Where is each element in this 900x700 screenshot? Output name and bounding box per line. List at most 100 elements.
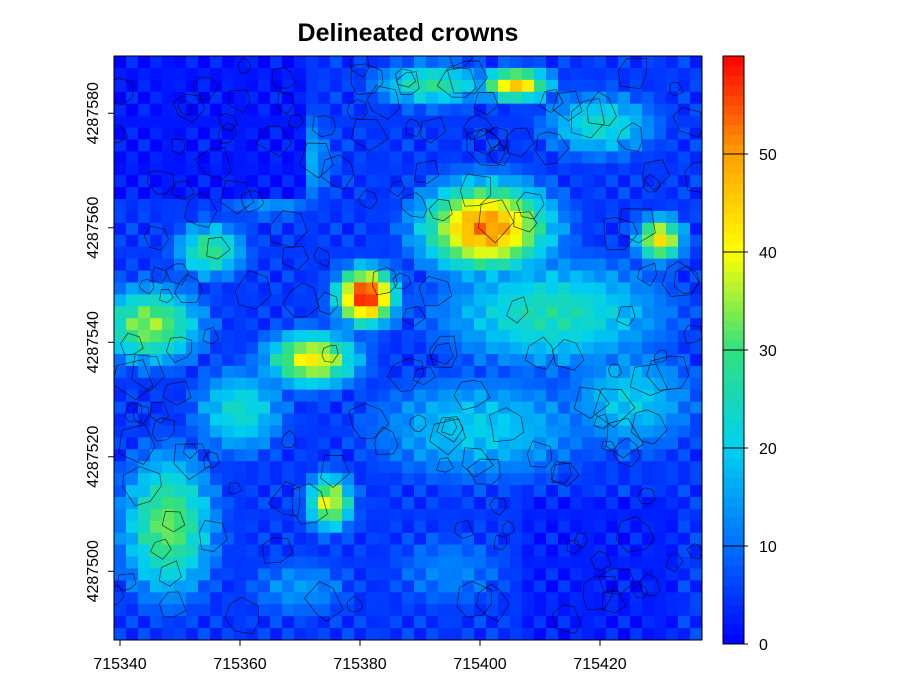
raster-cell: [642, 449, 655, 462]
raster-cell: [450, 437, 463, 450]
raster-cell: [270, 294, 283, 307]
raster-cell: [582, 270, 595, 284]
raster-cell: [330, 127, 343, 141]
raster-cell: [222, 282, 235, 295]
raster-cell: [282, 294, 295, 307]
colorbar-segment: [723, 114, 744, 126]
raster-cell: [438, 342, 451, 355]
raster-cell: [294, 342, 307, 355]
raster-cell: [282, 67, 295, 81]
raster-cell: [354, 139, 367, 152]
raster-cell: [186, 568, 199, 582]
raster-cell: [366, 437, 379, 450]
raster-cell: [642, 389, 655, 403]
raster-cell: [486, 282, 499, 295]
raster-cell: [234, 163, 247, 176]
raster-cell: [666, 306, 679, 319]
x-tick-label: 715340: [93, 656, 146, 673]
raster-cell: [522, 496, 535, 510]
raster-cell: [642, 175, 655, 188]
raster-cell: [186, 234, 199, 248]
raster-cell: [642, 353, 655, 367]
raster-cell: [462, 246, 475, 260]
raster-cell: [258, 413, 271, 427]
raster-cell: [186, 67, 199, 81]
raster-cell: [642, 461, 655, 474]
raster-cell: [690, 282, 702, 295]
raster-cell: [270, 473, 283, 486]
raster-cell: [198, 91, 211, 105]
raster-cell: [138, 246, 151, 260]
raster-cell: [522, 175, 535, 188]
raster-cell: [582, 604, 595, 617]
raster-cell: [138, 604, 151, 617]
raster-cell: [198, 508, 211, 522]
raster-cell: [474, 187, 487, 200]
raster-cell: [234, 616, 247, 629]
raster-cell: [534, 413, 547, 427]
raster-cell: [138, 91, 151, 105]
raster-cell: [678, 163, 691, 176]
crown-outline: [683, 324, 702, 344]
raster-cell: [114, 79, 127, 93]
crown-outline: [570, 97, 605, 139]
raster-cell: [606, 187, 619, 200]
raster-cell: [270, 365, 283, 379]
raster-cell: [294, 222, 307, 236]
raster-cell: [654, 163, 667, 176]
raster-cell: [594, 139, 607, 152]
raster-cell: [438, 628, 451, 640]
raster-cell: [414, 139, 427, 152]
raster-cell: [138, 365, 151, 379]
raster-cell: [318, 520, 331, 534]
raster-cell: [174, 234, 187, 248]
raster-cell: [534, 234, 547, 248]
raster-cell: [354, 532, 367, 546]
raster-cell: [306, 604, 319, 617]
raster-cell: [594, 520, 607, 534]
raster-cell: [582, 520, 595, 534]
raster-cell: [174, 163, 187, 176]
raster-cell: [354, 425, 367, 438]
raster-cell: [546, 437, 559, 450]
raster-cell: [390, 115, 403, 129]
raster-cell: [534, 556, 547, 570]
raster-cell: [342, 282, 355, 295]
raster-cell: [318, 592, 331, 605]
raster-cell: [498, 401, 511, 415]
raster-cell: [342, 246, 355, 260]
raster-cell: [594, 604, 607, 617]
raster-cell: [486, 199, 499, 212]
raster-cell: [558, 377, 571, 391]
raster-cell: [402, 461, 415, 474]
raster-cell: [570, 199, 583, 212]
raster-cell: [666, 377, 679, 391]
raster-cell: [390, 151, 403, 164]
raster-cell: [246, 580, 259, 593]
colorbar-segment: [723, 634, 744, 645]
colorbar-segment: [723, 438, 744, 449]
raster-cell: [210, 151, 223, 164]
raster-cell: [354, 258, 367, 272]
raster-cell: [234, 306, 247, 319]
raster-cell: [606, 103, 619, 117]
raster-cell: [330, 461, 343, 474]
crown-outline: [219, 180, 255, 215]
raster-cell: [462, 342, 475, 355]
raster-cell: [414, 294, 427, 307]
raster-cell: [414, 556, 427, 570]
raster-cell: [354, 91, 367, 105]
raster-cell: [330, 353, 343, 367]
raster-cell: [510, 544, 523, 558]
raster-cell: [678, 592, 691, 605]
raster-cell: [594, 568, 607, 582]
raster-cell: [546, 163, 559, 176]
raster-cell: [306, 115, 319, 129]
raster-cell: [630, 246, 643, 260]
raster-cell: [474, 508, 487, 522]
raster-cell: [558, 437, 571, 450]
raster-cell: [438, 401, 451, 415]
raster-cell: [210, 592, 223, 605]
raster-cell: [246, 294, 259, 307]
y-tick-label: 4287560: [85, 197, 102, 259]
